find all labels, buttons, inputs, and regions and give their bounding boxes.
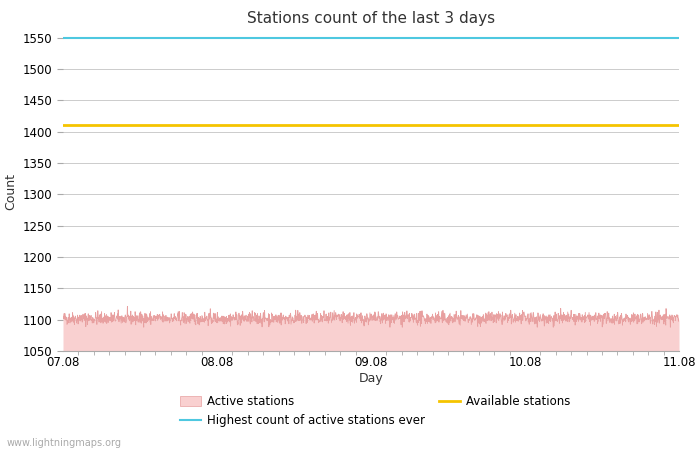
- X-axis label: Day: Day: [358, 372, 384, 385]
- Y-axis label: Count: Count: [4, 173, 18, 210]
- Title: Stations count of the last 3 days: Stations count of the last 3 days: [247, 11, 495, 26]
- Legend: Active stations, Highest count of active stations ever, Available stations: Active stations, Highest count of active…: [180, 395, 570, 427]
- Text: www.lightningmaps.org: www.lightningmaps.org: [7, 438, 122, 448]
